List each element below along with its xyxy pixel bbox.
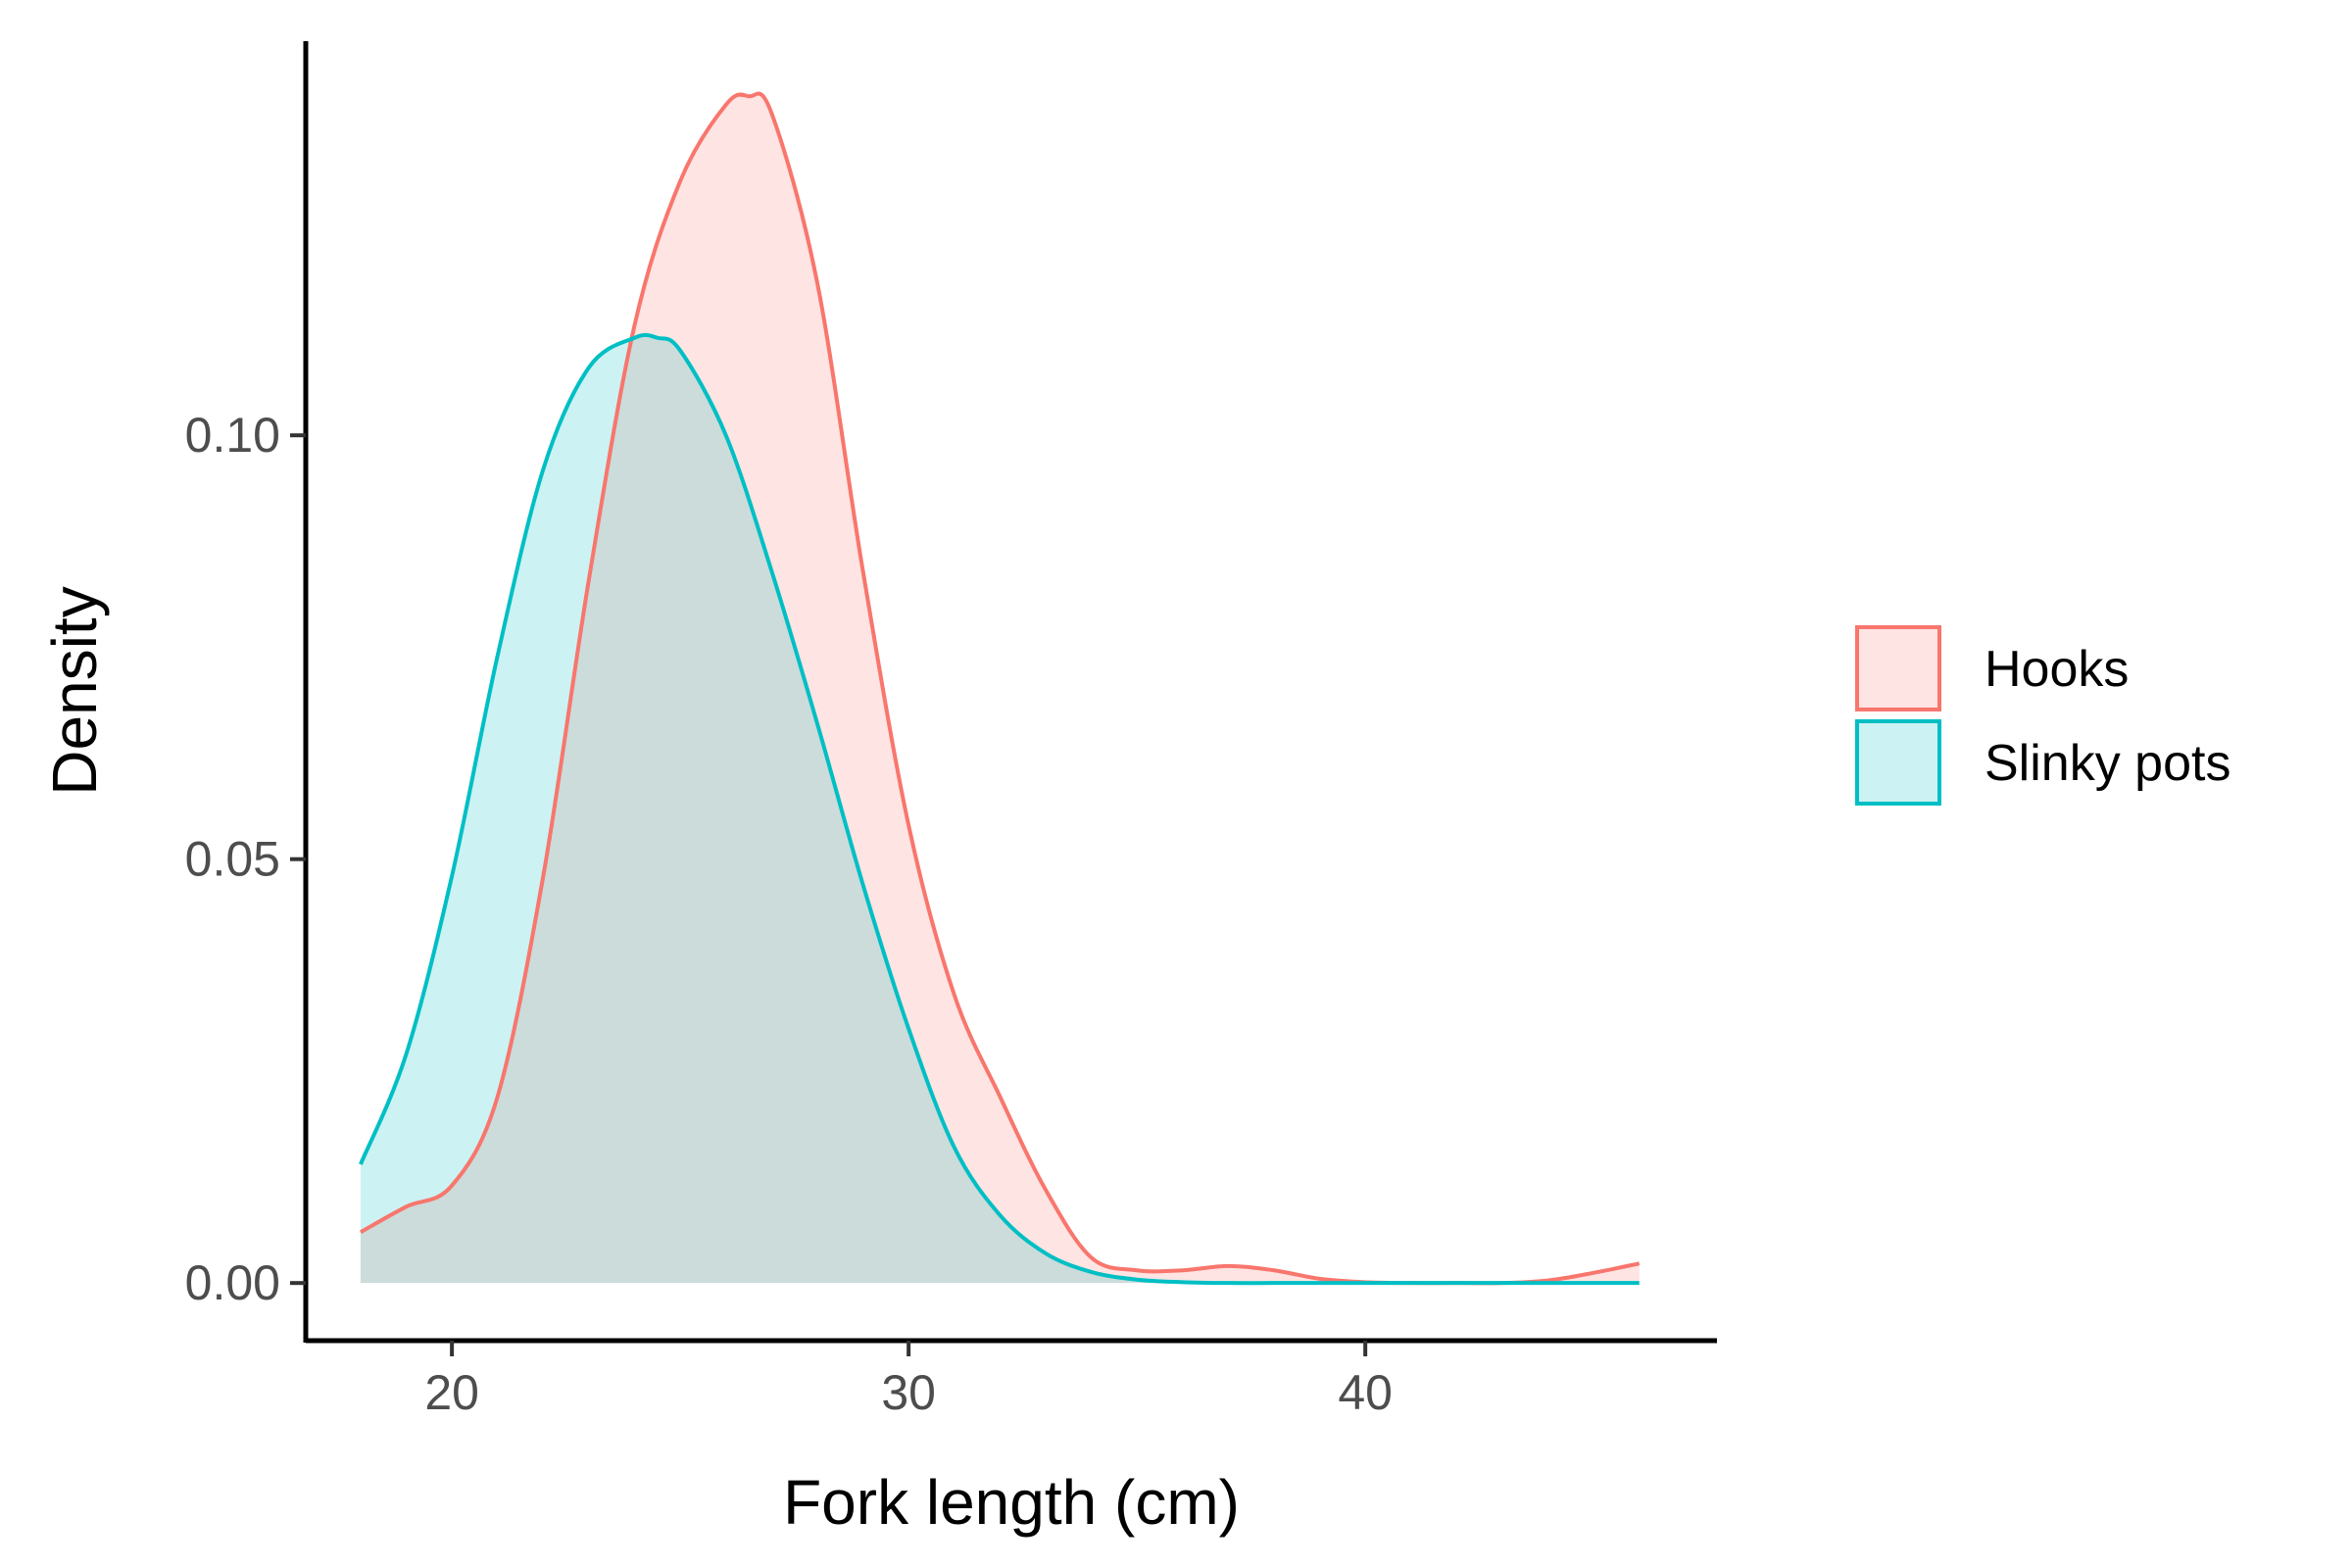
x-ticks: 20 30 40 — [424, 1341, 1393, 1420]
density-area-hooks — [360, 93, 1640, 1284]
y-tick-label: 0.05 — [185, 832, 280, 887]
legend-key-bg-hooks — [1855, 625, 1941, 711]
x-axis-title: Fork length (cm) — [783, 1467, 1240, 1538]
density-area-slinky-pots — [360, 334, 1640, 1284]
density-line-slinky-pots — [359, 332, 1640, 1286]
y-ticks: 0.00 0.05 0.10 — [185, 408, 306, 1310]
legend-label-hooks: Hooks — [1984, 641, 2129, 698]
y-tick-label: 0.00 — [185, 1255, 280, 1310]
density-areas — [360, 93, 1640, 1284]
x-tick-label: 30 — [881, 1365, 936, 1420]
density-lines — [359, 91, 1641, 1286]
legend-key-slinky-pots — [1855, 719, 1941, 806]
x-tick-label: 40 — [1338, 1365, 1393, 1420]
axes — [303, 41, 1717, 1344]
legend-label-slinky-pots: Slinky pots — [1984, 735, 2230, 792]
y-axis-title: Density — [39, 586, 110, 795]
legend-key-hooks — [1855, 625, 1941, 711]
x-tick-label: 20 — [424, 1365, 479, 1420]
legend: Hooks Slinky pots — [1855, 625, 2230, 806]
y-tick-label: 0.10 — [185, 408, 280, 463]
legend-key-bg-slinky-pots — [1855, 719, 1941, 806]
